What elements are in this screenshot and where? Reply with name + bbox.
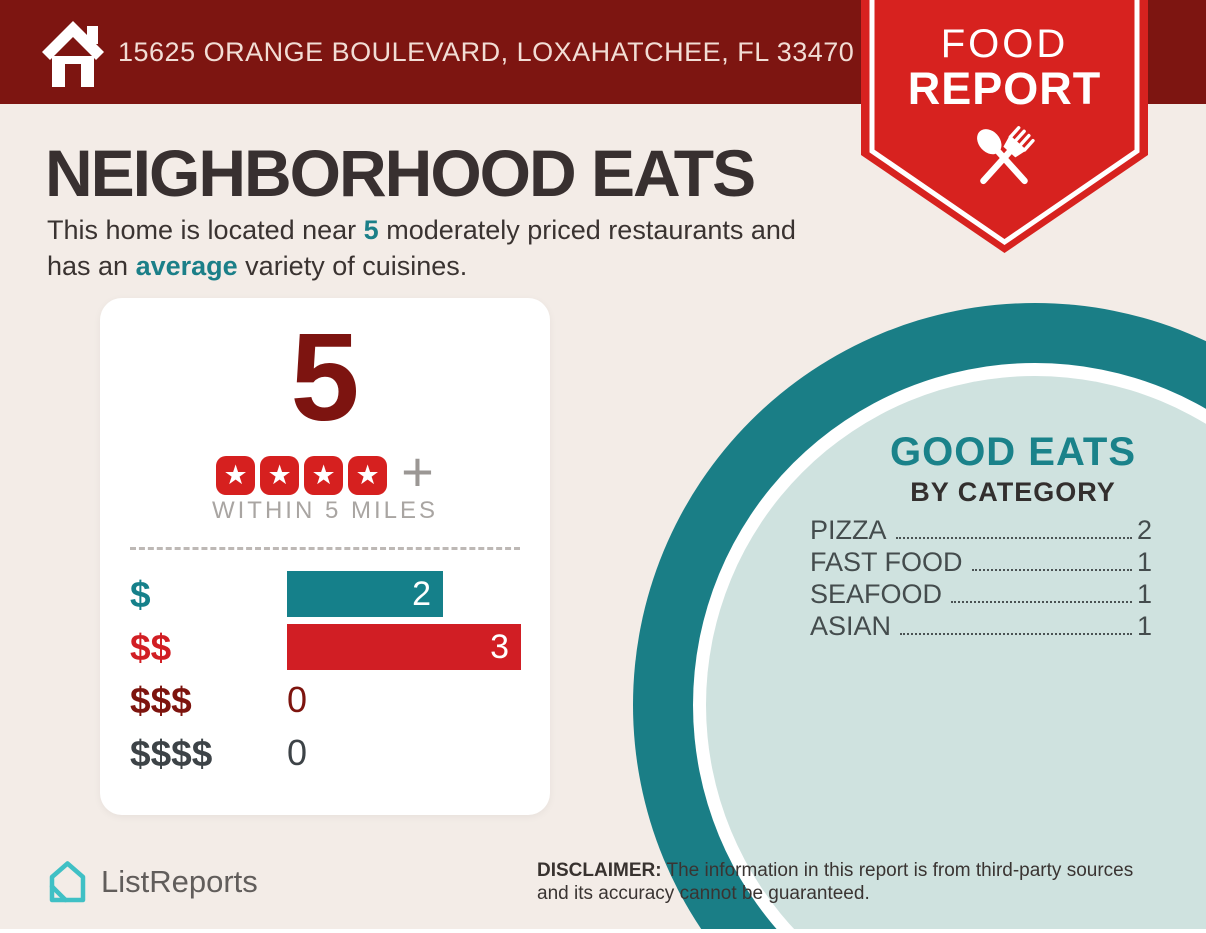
ribbon-word-food: FOOD [940, 22, 1069, 66]
category-row: SEAFOOD 1 [810, 579, 1152, 611]
disclaimer: DISCLAIMER: The information in this repo… [537, 859, 1167, 905]
dotted-leader [895, 537, 1132, 539]
dotted-leader [900, 633, 1132, 635]
star-icon: ★ [260, 455, 300, 495]
dotted-leader [951, 601, 1132, 603]
price-tier-row: $$$ 0 [100, 677, 550, 723]
star-icon: ★ [348, 455, 388, 495]
tier-bar: 3 [287, 624, 550, 670]
subtitle-text: has an [47, 251, 136, 281]
star-icon: ★ [216, 455, 256, 495]
category-row: FAST FOOD 1 [810, 547, 1152, 579]
subtitle-text: moderately priced restaurants and [378, 215, 796, 245]
ribbon-word-report: REPORT [907, 63, 1102, 114]
subtitle-text: variety of cuisines. [237, 251, 468, 281]
tier-bar: 0 [287, 677, 550, 723]
price-tier-row: $$$$ 0 [100, 730, 550, 776]
page-title: NEIGHBORHOOD EATS [45, 136, 756, 210]
listreports-logo: ListReports [44, 856, 258, 907]
home-icon [42, 21, 104, 87]
price-tier-row: $ 2 [100, 571, 550, 617]
tier-bar: 0 [287, 730, 550, 776]
variety-highlight: average [135, 251, 238, 281]
category-count: 1 [1136, 547, 1152, 577]
ribbon-title: FOOD REPORT [861, 24, 1148, 111]
category-label: SEAFOOD [810, 579, 943, 609]
category-list: PIZZA 2 FAST FOOD 1 SEAFOOD 1 ASIAN 1 [810, 515, 1152, 643]
subtitle-text: This home is located near [47, 215, 364, 245]
dashed-divider [130, 547, 520, 550]
property-address: 15625 ORANGE BOULEVARD, LOXAHATCHEE, FL … [118, 36, 855, 67]
good-eats-subtitle: BY CATEGORY [910, 477, 1116, 507]
bottom-strip [0, 929, 1206, 933]
category-row: PIZZA 2 [810, 515, 1152, 547]
radius-caption: WITHIN 5 MILES [211, 497, 439, 524]
tier-label: $$$ [130, 679, 192, 721]
page-subtitle: This home is located near 5 moderately p… [47, 212, 796, 284]
category-count: 1 [1136, 611, 1152, 641]
category-count: 2 [1136, 515, 1152, 545]
restaurant-summary-card: 5 ★ ★ ★ ★ + WITHIN 5 MILES $ 2 $$ 3 $$$ 0 $$… [100, 298, 550, 815]
category-count: 1 [1136, 579, 1152, 609]
restaurant-count: 5 [290, 309, 360, 447]
listreports-wordmark: ListReports [101, 863, 258, 899]
category-row: ASIAN 1 [810, 611, 1152, 643]
spoon-fork-icon [977, 126, 1035, 185]
category-label: ASIAN [810, 611, 892, 641]
tier-zero-value: 0 [287, 732, 308, 773]
tier-label: $$ [130, 626, 172, 668]
category-label: PIZZA [810, 515, 887, 545]
dotted-leader [971, 569, 1132, 571]
tier-label: $ [130, 573, 151, 615]
restaurant-count-highlight: 5 [363, 215, 379, 245]
tier-bar-fill: 3 [287, 624, 521, 670]
tier-zero-value: 0 [287, 679, 308, 720]
good-eats-title: GOOD EATS [889, 430, 1137, 474]
tier-bar-fill: 2 [287, 571, 443, 617]
tier-label: $$$$ [130, 732, 213, 774]
disclaimer-label: DISCLAIMER: [537, 860, 662, 881]
ribbon-banner-shape [861, 0, 1148, 253]
food-report-ribbon: FOOD REPORT [861, 0, 1148, 258]
good-eats-heading: GOOD EATS BY CATEGORY [828, 432, 1198, 506]
disclaimer-text: The information in this report is from t… [537, 860, 1134, 904]
star-icon: ★ [304, 455, 344, 495]
price-tier-chart: $ 2 $$ 3 $$$ 0 $$$$ 0 [100, 571, 550, 783]
tier-bar: 2 [287, 571, 550, 617]
listreports-house-icon [49, 861, 86, 903]
category-label: FAST FOOD [810, 547, 963, 577]
price-tier-row: $$ 3 [100, 624, 550, 670]
plus-icon: + [401, 440, 434, 503]
star-rating: ★ ★ ★ ★ + [100, 440, 550, 503]
